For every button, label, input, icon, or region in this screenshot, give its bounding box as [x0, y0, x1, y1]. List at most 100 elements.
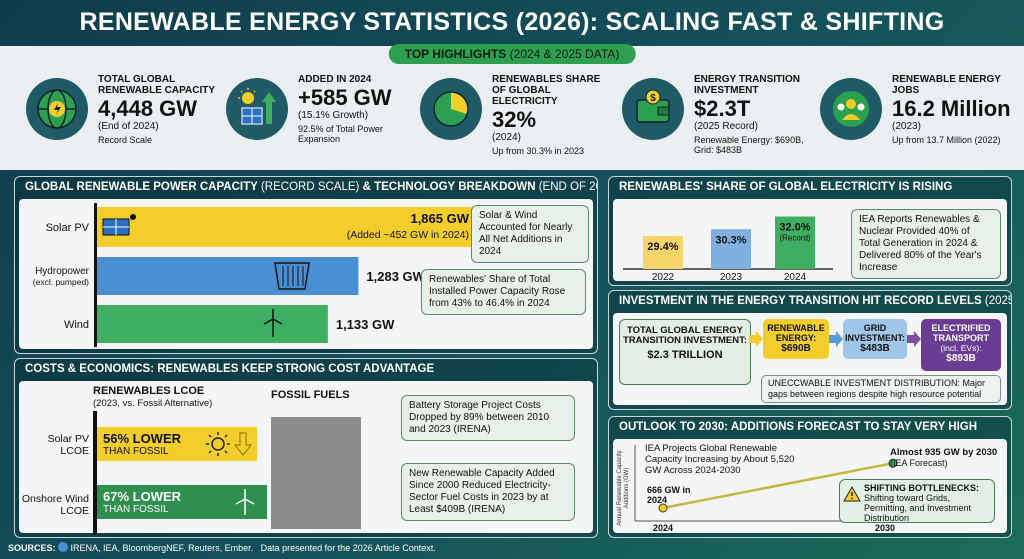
panel-title: INVESTMENT IN THE ENERGY TRANSITION HIT …	[619, 295, 1011, 307]
transport-investment-value: $893B	[946, 353, 976, 364]
highlights-badge: TOP HIGHLIGHTS (2024 & 2025 DATA)	[388, 44, 636, 64]
dam-icon	[274, 262, 310, 290]
share-bar-chart: 29.4% 2022 30.3% 2023 32.0%(Record) 2024	[623, 216, 833, 283]
highlight-note: Record Scale	[98, 135, 153, 145]
renewable-investment-box: RENEWABLE ENERGY: $690B	[763, 319, 829, 359]
fossil-bar	[271, 417, 361, 529]
lcoe-title: RENEWABLES LCOE	[93, 385, 205, 397]
x-tick-2030: 2030	[875, 523, 896, 533]
callout-solar-wind: Solar & Wind Accounted for Nearly All Ne…	[471, 205, 589, 263]
outlook-body: IEA Projects Global Renewable Capacity I…	[613, 439, 1007, 533]
share-value-label: 30.3%	[715, 234, 746, 246]
highlight-sub: (2025 Record)	[694, 121, 758, 132]
capacity-category-sublabel: (excl. pumped)	[33, 277, 89, 287]
capacity-category-label: Hydropower	[35, 266, 90, 277]
label-2030-sub: (IEA Forecast)	[890, 458, 948, 468]
highlight-capacity: TOTAL GLOBAL RENEWABLE CAPACITY 4,448 GW…	[26, 72, 216, 168]
capacity-panel: GLOBAL RENEWABLE POWER CAPACITY (RECORD …	[14, 176, 598, 354]
investment-panel: INVESTMENT IN THE ENERGY TRANSITION HIT …	[608, 290, 1012, 410]
share-category-label: 2023	[720, 272, 743, 283]
total-investment-box: TOTAL GLOBAL ENERGY TRANSITION INVESTMEN…	[619, 319, 751, 385]
highlight-share: RENEWABLES SHARE OF GLOBAL ELECTRICITY 3…	[420, 72, 610, 168]
globe-icon	[26, 78, 88, 140]
capacity-bar-chart: Solar PV 1,865 GW (Added ~452 GW in 2024) H…	[33, 203, 477, 347]
panel-title: OUTLOOK TO 2030: ADDITIONS FORECAST TO S…	[619, 421, 978, 433]
outlook-point-2030	[888, 458, 898, 468]
highlight-value: +585 GW	[298, 85, 392, 110]
fossil-title: FOSSIL FUELS	[271, 389, 350, 401]
highlight-label: ENERGY TRANSITION INVESTMENT	[694, 74, 800, 96]
sources-label: SOURCES:	[8, 543, 56, 553]
highlight-jobs: RENEWABLE ENERGY JOBS 16.2 Million (2023…	[820, 72, 1020, 168]
y-axis-label-container: Annual Renewable Capacity Additions (GW)	[617, 447, 630, 526]
costs-body: RENEWABLES LCOE (2023, vs. Fossil Altern…	[19, 381, 593, 535]
capacity-bar	[97, 305, 328, 343]
bottleneck-text: Shifting toward Grids, Permitting, and I…	[864, 493, 972, 523]
total-investment-label: TOTAL GLOBAL ENERGY TRANSITION INVESTMEN…	[622, 325, 748, 346]
highlight-investment: $ ENERGY TRANSITION INVESTMENT $2.3T (20…	[622, 72, 812, 168]
capacity-axis	[94, 203, 97, 347]
down-arrow-icon	[233, 432, 253, 456]
wallet-icon: $	[622, 78, 684, 140]
grid-investment-box: GRID INVESTMENT: $483B	[843, 319, 907, 359]
label-2024: 666 GW in 2024	[647, 485, 691, 505]
capacity-note-label: (Added ~452 GW in 2024)	[347, 229, 469, 241]
pie-chart-icon	[420, 78, 482, 140]
x-tick-2024: 2024	[653, 523, 674, 533]
arrow-right-icon	[749, 331, 763, 347]
transport-investment-label: ELECTRIFIED TRANSPORT	[931, 323, 991, 343]
sources-footer: SOURCES: IRENA, IEA, BloombergNEF, Reute…	[8, 542, 436, 553]
svg-text:$: $	[650, 93, 656, 104]
capacity-bar	[97, 207, 477, 247]
wind-lcoe-label: Onshore Wind LCOE	[21, 493, 89, 517]
highlight-note: Renewable Energy: $690B, Grid: $483B	[694, 135, 804, 155]
highlight-value: $2.3T	[694, 96, 751, 121]
share-value-label: 32.0%	[779, 222, 810, 234]
highlight-note: Up from 13.7 Million (2022)	[892, 135, 1001, 145]
share-bar	[711, 229, 751, 269]
panel-title: GLOBAL RENEWABLE POWER CAPACITY (RECORD …	[25, 181, 597, 193]
highlight-label: TOTAL GLOBAL RENEWABLE CAPACITY	[98, 74, 216, 96]
outlook-panel: OUTLOOK TO 2030: ADDITIONS FORECAST TO S…	[608, 416, 1012, 538]
transport-investment-box: ELECTRIFIED TRANSPORT (incl. EVs): $893B	[921, 319, 1001, 371]
transport-investment-sub: (incl. EVs):	[940, 343, 982, 353]
highlight-sub: (15.1% Growth)	[298, 110, 369, 121]
panel-title: RENEWABLES' SHARE OF GLOBAL ELECTRICITY …	[619, 181, 953, 193]
y-axis-label: Annual Renewable Capacity Additions (GW)	[617, 450, 630, 526]
outlook-point-2024	[658, 503, 668, 513]
highlight-label: ADDED IN 2024	[298, 74, 372, 85]
renewable-investment-value: $690B	[781, 343, 811, 354]
capacity-category-label: Solar PV	[46, 222, 90, 234]
sun-icon	[206, 432, 230, 456]
projection-text: IEA Projects Global Renewable Capacity I…	[645, 443, 795, 476]
solar-lcoe-label: Solar PV LCOE	[47, 433, 89, 457]
bottleneck-box: SHIFTING BOTTLENECKS: Shifting toward Gr…	[839, 479, 995, 523]
panel-title: COSTS & ECONOMICS: RENEWABLES KEEP STRON…	[25, 363, 435, 375]
callout-fuel-costs: New Renewable Capacity Added Since 2000 …	[401, 463, 575, 521]
highlight-note: Up from 30.3% in 2023	[492, 146, 585, 156]
share-category-label: 2024	[784, 272, 807, 283]
outlook-line	[662, 461, 894, 510]
highlight-label: RENEWABLES SHARE OF GLOBAL ELECTRICITY	[492, 74, 601, 107]
solar-lcoe-value: 56% LOWER	[103, 431, 182, 446]
callout-iea-generation: IEA Reports Renewables & Nuclear Provide…	[851, 209, 1001, 279]
highlight-value: 4,448 GW	[98, 96, 198, 121]
lcoe-subtitle: (2023, vs. Fossil Alternative)	[93, 398, 213, 409]
warning-icon	[843, 486, 861, 502]
solar-panel-icon	[102, 214, 136, 236]
solar-lcoe-compare: THAN FOSSIL	[103, 446, 169, 457]
page-title: RENEWABLE ENERGY STATISTICS (2026): SCAL…	[79, 8, 945, 80]
highlight-sub: (End of 2024)	[98, 121, 159, 132]
globe-icon	[58, 542, 69, 552]
solar-lcoe-bar: 56% LOWER THAN FOSSIL	[97, 427, 257, 461]
top-highlights: TOP HIGHLIGHTS (2024 & 2025 DATA) TOTAL …	[0, 44, 1024, 170]
callout-installed-share: Renewables' Share of Total Installed Pow…	[421, 269, 586, 315]
costs-panel: COSTS & ECONOMICS: RENEWABLES KEEP STRON…	[14, 358, 598, 538]
wind-lcoe-bar: 67% LOWER THAN FOSSIL	[97, 485, 267, 519]
share-note-label: (Record)	[779, 234, 810, 243]
share-bar	[775, 216, 815, 269]
highlight-value: 16.2 Million	[892, 96, 1011, 121]
callout-battery: Battery Storage Project Costs Dropped by…	[401, 395, 575, 441]
capacity-category-label: Wind	[64, 319, 89, 331]
highlight-label: RENEWABLE ENERGY JOBS	[892, 74, 1001, 96]
